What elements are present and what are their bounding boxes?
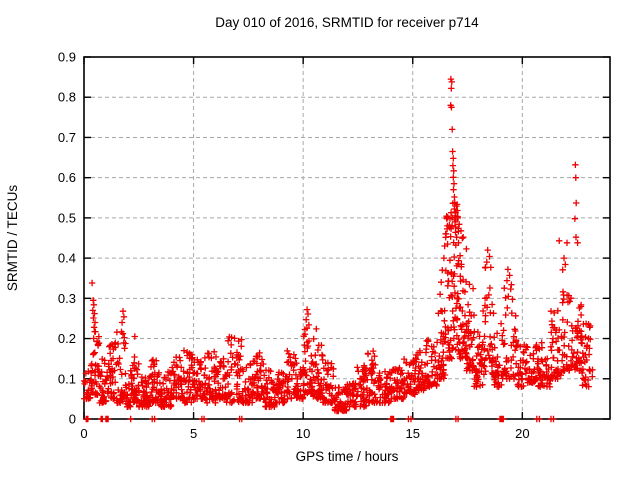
- y-axis-label: SRMTID / TECUs: [5, 185, 20, 292]
- grid-lines: [84, 57, 610, 419]
- y-tick-label: 0: [69, 412, 76, 427]
- x-tick-label: 5: [190, 426, 197, 441]
- y-tick-label: 0.5: [58, 210, 76, 225]
- x-tick-label: 15: [406, 426, 420, 441]
- x-axis-label: GPS time / hours: [296, 449, 399, 464]
- x-tick-label: 10: [296, 426, 310, 441]
- y-tick-label: 0.3: [58, 291, 76, 306]
- chart-title: Day 010 of 2016, SRMTID for receiver p71…: [215, 15, 479, 30]
- y-tick-label: 0.9: [58, 50, 76, 65]
- axis-ticks: [83, 56, 610, 420]
- plot-frame: [83, 56, 611, 420]
- tick-labels: 0 5 10 15 20 0 0.1 0.2 0.3 0.4 0.5 0.6 0.7 0.8 0.9: [58, 50, 530, 442]
- y-tick-label: 0.8: [58, 90, 76, 105]
- y-tick-label: 0.1: [58, 371, 76, 386]
- x-tick-label: 20: [515, 426, 529, 441]
- y-tick-label: 0.4: [58, 251, 76, 266]
- data-points: [81, 75, 596, 423]
- scatter-markers: [81, 75, 596, 423]
- x-tick-label: 0: [80, 426, 87, 441]
- y-tick-label: 0.7: [58, 130, 76, 145]
- y-tick-label: 0.2: [58, 331, 76, 346]
- y-tick-label: 0.6: [58, 170, 76, 185]
